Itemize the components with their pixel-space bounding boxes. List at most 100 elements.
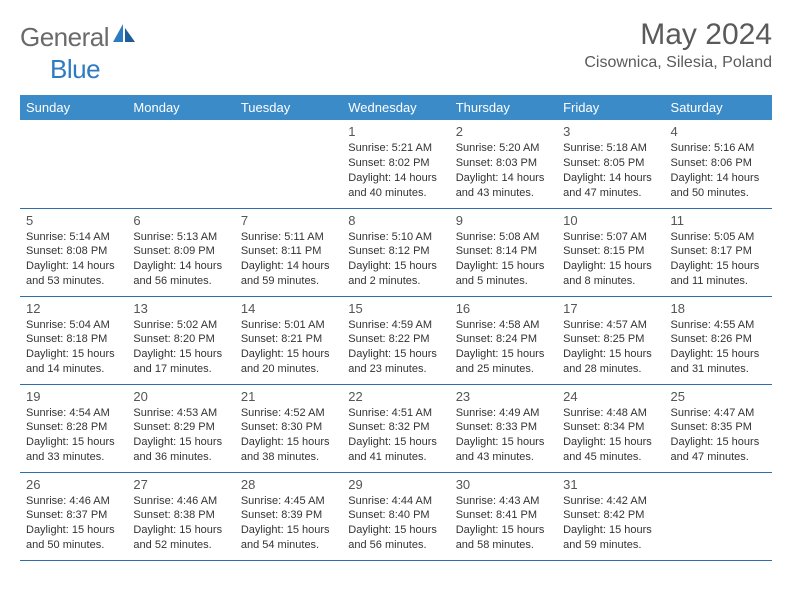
calendar-row: 19 Sunrise: 4:54 AMSunset: 8:28 PMDayligh… (20, 384, 772, 472)
day-number: 3 (563, 124, 658, 139)
day-info: Sunrise: 4:58 AMSunset: 8:24 PMDaylight:… (456, 318, 551, 377)
day-number: 27 (133, 477, 228, 492)
calendar-cell: 24Sunrise: 4:48 AMSunset: 8:34 PMDayligh… (557, 384, 664, 472)
day-number: 19 (26, 389, 121, 404)
calendar-cell: 28 Sunrise: 4:45 AMSunset: 8:39 PMDayligh… (235, 472, 342, 560)
day-number: 22 (348, 389, 443, 404)
day-info: Sunrise: 5:20 AMSunset: 8:03 PMDaylight:… (456, 141, 551, 200)
day-info: Sunrise: 4:48 AMSunset: 8:34 PMDaylight:… (563, 406, 658, 465)
day-number: 12 (26, 301, 121, 316)
day-number: 31 (563, 477, 658, 492)
day-info: Sunrise: 5:21 AMSunset: 8:02 PMDaylight:… (348, 141, 443, 200)
calendar-cell: 7 Sunrise: 5:11 AMSunset: 8:11 PMDaylight… (235, 208, 342, 296)
day-number: 26 (26, 477, 121, 492)
calendar-cell: 2Sunrise: 5:20 AMSunset: 8:03 PMDaylight… (450, 120, 557, 208)
weekday-header: Friday (557, 95, 664, 120)
calendar-cell: 31Sunrise: 4:42 AMSunset: 8:42 PMDayligh… (557, 472, 664, 560)
calendar-cell (20, 120, 127, 208)
day-number: 4 (671, 124, 766, 139)
calendar-body: 1 Sunrise: 5:21 AMSunset: 8:02 PMDaylight… (20, 120, 772, 560)
calendar-header-row: SundayMondayTuesdayWednesdayThursdayFrid… (20, 95, 772, 120)
calendar-cell: 4 Sunrise: 5:16 AMSunset: 8:06 PMDaylight… (665, 120, 772, 208)
day-info: Sunrise: 4:51 AMSunset: 8:32 PMDaylight:… (348, 406, 443, 465)
calendar-row: 12 Sunrise: 5:04 AMSunset: 8:18 PMDayligh… (20, 296, 772, 384)
sail-icon (111, 22, 137, 53)
calendar-cell: 22 Sunrise: 4:51 AMSunset: 8:32 PMDayligh… (342, 384, 449, 472)
calendar-page: General May 2024 Cisownica, Silesia, Pol… (0, 0, 792, 571)
day-number: 8 (348, 213, 443, 228)
day-info: Sunrise: 4:46 AMSunset: 8:37 PMDaylight:… (26, 494, 121, 553)
calendar-cell: 11 Sunrise: 5:05 AMSunset: 8:17 PMDayligh… (665, 208, 772, 296)
day-number: 11 (671, 213, 766, 228)
weekday-header: Sunday (20, 95, 127, 120)
day-info: Sunrise: 5:04 AMSunset: 8:18 PMDaylight:… (26, 318, 121, 377)
calendar-cell: 20Sunrise: 4:53 AMSunset: 8:29 PMDayligh… (127, 384, 234, 472)
day-number: 25 (671, 389, 766, 404)
calendar-row: 26 Sunrise: 4:46 AMSunset: 8:37 PMDayligh… (20, 472, 772, 560)
day-info: Sunrise: 5:18 AMSunset: 8:05 PMDaylight:… (563, 141, 658, 200)
calendar-cell: 14 Sunrise: 5:01 AMSunset: 8:21 PMDayligh… (235, 296, 342, 384)
day-info: Sunrise: 5:14 AMSunset: 8:08 PMDaylight:… (26, 230, 121, 289)
day-info: Sunrise: 4:57 AMSunset: 8:25 PMDaylight:… (563, 318, 658, 377)
day-info: Sunrise: 5:07 AMSunset: 8:15 PMDaylight:… (563, 230, 658, 289)
day-number: 28 (241, 477, 336, 492)
day-info: Sunrise: 4:47 AMSunset: 8:35 PMDaylight:… (671, 406, 766, 465)
day-number: 20 (133, 389, 228, 404)
calendar-cell: 9 Sunrise: 5:08 AMSunset: 8:14 PMDaylight… (450, 208, 557, 296)
calendar-cell: 30 Sunrise: 4:43 AMSunset: 8:41 PMDayligh… (450, 472, 557, 560)
day-number: 9 (456, 213, 551, 228)
day-number: 5 (26, 213, 121, 228)
day-info: Sunrise: 5:10 AMSunset: 8:12 PMDaylight:… (348, 230, 443, 289)
calendar-cell (127, 120, 234, 208)
day-info: Sunrise: 4:43 AMSunset: 8:41 PMDaylight:… (456, 494, 551, 553)
day-number: 29 (348, 477, 443, 492)
logo-word1: General (20, 22, 109, 53)
calendar-cell: 6Sunrise: 5:13 AMSunset: 8:09 PMDaylight… (127, 208, 234, 296)
page-title: May 2024 (584, 18, 772, 52)
day-number: 7 (241, 213, 336, 228)
calendar-cell: 26 Sunrise: 4:46 AMSunset: 8:37 PMDayligh… (20, 472, 127, 560)
calendar-cell: 27 Sunrise: 4:46 AMSunset: 8:38 PMDayligh… (127, 472, 234, 560)
calendar-cell: 17 Sunrise: 4:57 AMSunset: 8:25 PMDayligh… (557, 296, 664, 384)
calendar-cell: 23Sunrise: 4:49 AMSunset: 8:33 PMDayligh… (450, 384, 557, 472)
day-number: 15 (348, 301, 443, 316)
calendar-cell: 29Sunrise: 4:44 AMSunset: 8:40 PMDayligh… (342, 472, 449, 560)
calendar-row: 1 Sunrise: 5:21 AMSunset: 8:02 PMDaylight… (20, 120, 772, 208)
calendar-cell: 1 Sunrise: 5:21 AMSunset: 8:02 PMDaylight… (342, 120, 449, 208)
day-info: Sunrise: 4:54 AMSunset: 8:28 PMDaylight:… (26, 406, 121, 465)
day-number: 21 (241, 389, 336, 404)
calendar-cell: 8 Sunrise: 5:10 AMSunset: 8:12 PMDaylight… (342, 208, 449, 296)
day-info: Sunrise: 4:59 AMSunset: 8:22 PMDaylight:… (348, 318, 443, 377)
day-info: Sunrise: 5:01 AMSunset: 8:21 PMDaylight:… (241, 318, 336, 377)
calendar-cell: 25 Sunrise: 4:47 AMSunset: 8:35 PMDayligh… (665, 384, 772, 472)
day-number: 17 (563, 301, 658, 316)
logo: General (20, 18, 139, 53)
calendar-cell: 18Sunrise: 4:55 AMSunset: 8:26 PMDayligh… (665, 296, 772, 384)
calendar-row: 5 Sunrise: 5:14 AMSunset: 8:08 PMDaylight… (20, 208, 772, 296)
day-info: Sunrise: 5:02 AMSunset: 8:20 PMDaylight:… (133, 318, 228, 377)
calendar-cell (235, 120, 342, 208)
day-info: Sunrise: 5:11 AMSunset: 8:11 PMDaylight:… (241, 230, 336, 289)
day-number: 30 (456, 477, 551, 492)
calendar-cell: 21Sunrise: 4:52 AMSunset: 8:30 PMDayligh… (235, 384, 342, 472)
calendar-cell: 13Sunrise: 5:02 AMSunset: 8:20 PMDayligh… (127, 296, 234, 384)
day-info: Sunrise: 5:05 AMSunset: 8:17 PMDaylight:… (671, 230, 766, 289)
day-info: Sunrise: 4:45 AMSunset: 8:39 PMDaylight:… (241, 494, 336, 553)
calendar-cell (665, 472, 772, 560)
day-info: Sunrise: 5:16 AMSunset: 8:06 PMDaylight:… (671, 141, 766, 200)
calendar-cell: 19 Sunrise: 4:54 AMSunset: 8:28 PMDayligh… (20, 384, 127, 472)
weekday-header: Saturday (665, 95, 772, 120)
calendar-cell: 16Sunrise: 4:58 AMSunset: 8:24 PMDayligh… (450, 296, 557, 384)
logo-word2: Blue (50, 54, 100, 84)
day-info: Sunrise: 5:13 AMSunset: 8:09 PMDaylight:… (133, 230, 228, 289)
day-info: Sunrise: 4:46 AMSunset: 8:38 PMDaylight:… (133, 494, 228, 553)
calendar-cell: 3 Sunrise: 5:18 AMSunset: 8:05 PMDaylight… (557, 120, 664, 208)
day-number: 10 (563, 213, 658, 228)
calendar-cell: 12 Sunrise: 5:04 AMSunset: 8:18 PMDayligh… (20, 296, 127, 384)
day-info: Sunrise: 5:08 AMSunset: 8:14 PMDaylight:… (456, 230, 551, 289)
weekday-header: Wednesday (342, 95, 449, 120)
day-number: 1 (348, 124, 443, 139)
calendar-table: SundayMondayTuesdayWednesdayThursdayFrid… (20, 95, 772, 561)
day-number: 23 (456, 389, 551, 404)
day-number: 14 (241, 301, 336, 316)
